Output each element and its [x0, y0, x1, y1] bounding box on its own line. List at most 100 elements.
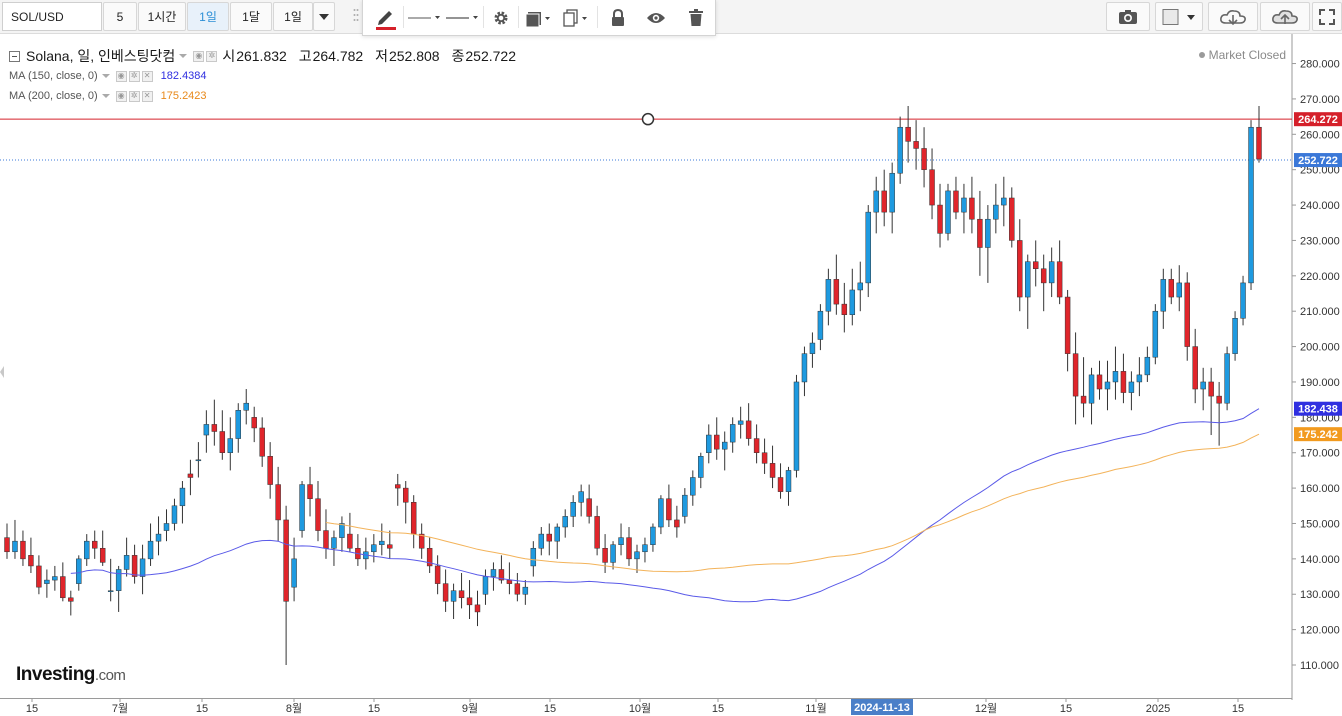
visibility-button[interactable]	[641, 0, 671, 35]
eye-icon	[647, 12, 665, 23]
color-picker-button[interactable]	[1155, 2, 1203, 31]
candle-body	[642, 544, 648, 553]
delete-button[interactable]	[681, 0, 711, 35]
x-crosshair-badge	[851, 699, 913, 715]
chevron-down-icon	[319, 13, 329, 20]
close-label: 종	[451, 48, 465, 64]
candle-body	[1160, 279, 1167, 312]
candle-body	[761, 452, 768, 464]
ma150-name: MA (150, close, 0)	[9, 70, 98, 82]
drag-handle-icon[interactable]	[353, 8, 359, 26]
candle-body	[586, 498, 592, 517]
interval-5-button[interactable]: 5	[103, 2, 137, 31]
settings-small-icon[interactable]: ✲	[206, 50, 218, 62]
color-swatch-icon	[1162, 8, 1195, 25]
candle-body	[323, 530, 329, 549]
candle-body	[1064, 296, 1071, 354]
y-tick-label: 160.000	[1300, 483, 1340, 495]
interval-more-button[interactable]: 1일	[273, 2, 313, 31]
collapse-legend-icon[interactable]	[9, 50, 20, 62]
candle-body	[953, 190, 959, 213]
candle-body	[945, 190, 951, 234]
candle-body	[514, 583, 521, 595]
y-tick-label: 130.000	[1300, 589, 1340, 601]
candle-body	[20, 540, 26, 560]
fill-button[interactable]	[521, 0, 555, 35]
visibility-toggle-icon[interactable]: ◉	[193, 50, 205, 62]
price-badge-label: 264.272	[1298, 114, 1338, 126]
candle-body	[36, 565, 42, 588]
candle-body	[235, 410, 241, 439]
candle-body	[219, 431, 226, 453]
x-tick-label: 2025	[1146, 703, 1170, 715]
candle-body	[1248, 126, 1254, 284]
interval-1h-button[interactable]: 1시간	[138, 2, 186, 31]
candle-body	[147, 540, 154, 560]
line-width-button[interactable]	[444, 0, 480, 35]
visibility-toggle-icon[interactable]: ◉	[115, 90, 127, 102]
y-tick-label: 260.000	[1300, 129, 1340, 141]
candle-body	[841, 303, 848, 315]
candle-body	[155, 533, 162, 542]
caret-down-icon[interactable]	[101, 94, 110, 98]
remove-indicator-icon[interactable]: ✕	[141, 90, 153, 102]
candle-body	[849, 289, 856, 315]
copy-button[interactable]	[559, 0, 593, 35]
price-chart[interactable]: 110.000 120.000 130.000 140.000 150.000 160.0…	[0, 34, 1342, 716]
caret-down-icon[interactable]	[179, 54, 188, 58]
candle-body	[618, 537, 624, 545]
candle-body	[482, 576, 489, 595]
candle-body	[52, 576, 58, 581]
x-tick-label: 15	[26, 703, 38, 715]
cloud-upload-icon	[1272, 9, 1298, 24]
x-tick-label: 7월	[112, 702, 128, 715]
x-tick-label: 15	[196, 703, 208, 715]
pencil-color-button[interactable]	[369, 0, 401, 35]
caret-down-icon[interactable]	[101, 74, 110, 78]
ma200-name: MA (200, close, 0)	[9, 90, 98, 102]
candle-body	[538, 533, 545, 549]
line-style-button[interactable]	[406, 0, 442, 35]
candle-body	[283, 519, 289, 602]
lock-button[interactable]	[603, 0, 633, 35]
price-badge-label: 252.722	[1298, 155, 1338, 167]
symbol-input[interactable]	[2, 2, 102, 31]
interval-dropdown-button[interactable]	[313, 2, 335, 31]
candle-body	[315, 498, 321, 531]
candle-body	[674, 519, 680, 528]
candle-body	[490, 569, 497, 577]
load-layout-button[interactable]	[1208, 2, 1258, 31]
candle-body	[1216, 395, 1222, 404]
chart-scroll-handle-icon[interactable]	[0, 366, 4, 378]
y-tick-label: 220.000	[1300, 271, 1340, 283]
candle-body	[1152, 310, 1159, 358]
candle-body	[1017, 240, 1023, 298]
candle-body	[267, 456, 273, 485]
candle-body	[371, 544, 377, 553]
chart-canvas[interactable]: 110.000 120.000 130.000 140.000 150.000 160.0…	[0, 34, 1342, 716]
interval-1mo-button[interactable]: 1달	[230, 2, 272, 31]
candle-body	[825, 279, 832, 312]
remove-indicator-icon[interactable]: ✕	[141, 70, 153, 82]
snapshot-button[interactable]	[1106, 2, 1150, 31]
open-label: 시	[222, 48, 236, 64]
candle-body	[833, 279, 840, 305]
settings-small-icon[interactable]: ✲	[128, 90, 140, 102]
fullscreen-button[interactable]	[1312, 2, 1342, 31]
candle-body	[1240, 282, 1246, 319]
candle-body	[84, 540, 90, 560]
candle-body	[658, 498, 664, 528]
price-badge-label: 175.242	[1298, 429, 1338, 441]
candle-body	[881, 190, 887, 213]
settings-button[interactable]	[487, 0, 515, 35]
candle-body	[889, 172, 895, 213]
interval-1d-button[interactable]: 1일	[187, 2, 229, 31]
x-tick-label: 15	[1232, 703, 1244, 715]
candle-body	[291, 558, 297, 588]
candle-body	[729, 424, 736, 443]
settings-small-icon[interactable]: ✲	[128, 70, 140, 82]
candle-body	[1200, 381, 1206, 390]
candle-body	[1112, 371, 1119, 383]
visibility-toggle-icon[interactable]: ◉	[115, 70, 127, 82]
save-layout-button[interactable]	[1260, 2, 1310, 31]
